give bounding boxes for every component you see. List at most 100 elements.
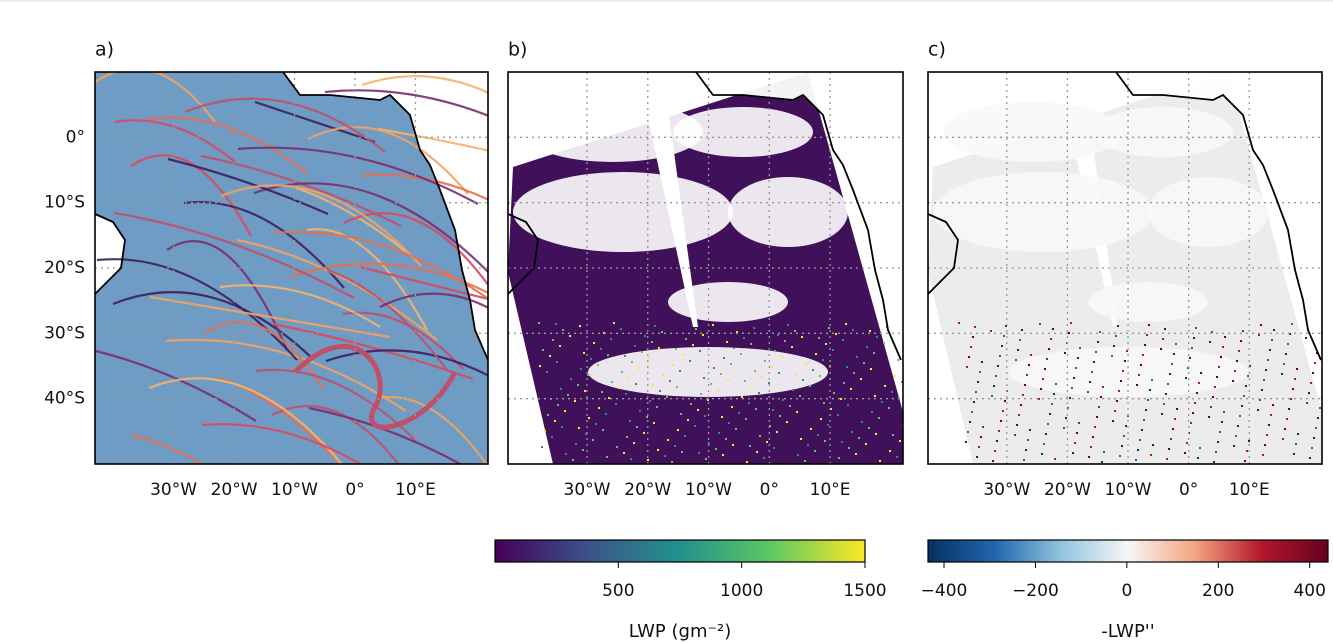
speckle bbox=[1022, 394, 1024, 396]
speckle bbox=[995, 375, 997, 377]
speckle bbox=[674, 445, 676, 447]
cloud-gap bbox=[1148, 177, 1268, 247]
speckle bbox=[766, 441, 768, 443]
speckle bbox=[1160, 348, 1162, 350]
colorbar bbox=[927, 539, 1329, 563]
speckle bbox=[1270, 414, 1272, 416]
speckle bbox=[794, 330, 796, 332]
speckle bbox=[1163, 403, 1165, 405]
speckle bbox=[833, 392, 835, 394]
speckle bbox=[1224, 336, 1226, 338]
speckle bbox=[624, 355, 626, 357]
speckle bbox=[792, 389, 794, 391]
speckle bbox=[832, 349, 834, 351]
speckle bbox=[756, 451, 758, 453]
map-panel bbox=[95, 72, 488, 464]
trajectory bbox=[325, 349, 488, 377]
speckle bbox=[771, 366, 773, 368]
speckle bbox=[975, 391, 977, 393]
speckle bbox=[620, 328, 622, 330]
speckle bbox=[965, 441, 967, 443]
y-tick-label: 0° bbox=[66, 127, 85, 147]
speckle bbox=[1197, 457, 1199, 459]
speckle bbox=[616, 446, 618, 448]
speckle bbox=[789, 405, 791, 407]
speckle bbox=[549, 355, 551, 357]
coastline bbox=[94, 213, 126, 295]
speckle bbox=[1190, 422, 1192, 424]
speckle bbox=[863, 362, 865, 364]
speckle bbox=[582, 449, 584, 451]
trajectory bbox=[201, 423, 363, 464]
speckle bbox=[1018, 414, 1020, 416]
speckle bbox=[1073, 377, 1075, 379]
speckle bbox=[1065, 417, 1067, 419]
speckle bbox=[602, 429, 604, 431]
speckle bbox=[974, 326, 976, 328]
speckle bbox=[1090, 446, 1092, 448]
colorbar-tick-label: −200 bbox=[1012, 581, 1059, 601]
speckle bbox=[838, 457, 840, 459]
speckle bbox=[1138, 374, 1140, 376]
speckle bbox=[1249, 365, 1251, 367]
x-tick-label: 30°W bbox=[564, 480, 611, 500]
speckle bbox=[623, 452, 625, 454]
speckle bbox=[1288, 408, 1290, 410]
x-tick-label: 0° bbox=[1179, 480, 1198, 500]
speckle bbox=[1235, 435, 1237, 437]
speckle bbox=[1135, 459, 1137, 461]
speckle bbox=[682, 354, 684, 356]
speckle bbox=[636, 426, 638, 428]
speckle bbox=[638, 367, 640, 369]
x-tick-label: 0° bbox=[760, 480, 779, 500]
speckle bbox=[735, 428, 737, 430]
speckle bbox=[705, 458, 707, 460]
speckle bbox=[723, 357, 725, 359]
speckle bbox=[685, 338, 687, 340]
speckle bbox=[587, 374, 589, 376]
x-tick-label: 10°E bbox=[395, 480, 436, 500]
speckle bbox=[547, 414, 549, 416]
speckle bbox=[641, 351, 643, 353]
speckle bbox=[769, 425, 771, 427]
speckle bbox=[579, 325, 581, 327]
speckle bbox=[1151, 379, 1153, 381]
trajectory bbox=[165, 338, 407, 412]
speckle bbox=[970, 346, 972, 348]
speckle bbox=[754, 370, 756, 372]
coastline bbox=[282, 71, 489, 361]
speckle bbox=[1248, 440, 1250, 442]
speckle bbox=[764, 360, 766, 362]
speckle bbox=[840, 398, 842, 400]
speckle bbox=[698, 452, 700, 454]
speckle bbox=[578, 427, 580, 429]
speckle bbox=[815, 353, 817, 355]
speckle bbox=[858, 437, 860, 439]
trajectory bbox=[114, 119, 236, 163]
speckle bbox=[539, 365, 541, 367]
speckle bbox=[892, 434, 894, 436]
speckle bbox=[559, 345, 561, 347]
speckle bbox=[1120, 380, 1122, 382]
speckle bbox=[598, 407, 600, 409]
speckle bbox=[982, 426, 984, 428]
speckle bbox=[659, 390, 661, 392]
speckle bbox=[1139, 439, 1141, 441]
speckle bbox=[702, 334, 704, 336]
speckle bbox=[1095, 351, 1097, 353]
speckle bbox=[546, 371, 548, 373]
colorbar-label: -LWP'' bbox=[1101, 621, 1154, 642]
speckle bbox=[560, 388, 562, 390]
cloud-gap bbox=[728, 177, 848, 247]
speckle bbox=[721, 416, 723, 418]
speckle bbox=[990, 330, 992, 332]
y-tick-label: 10°S bbox=[44, 193, 85, 213]
speckle bbox=[1313, 437, 1315, 439]
speckle bbox=[776, 431, 778, 433]
speckle bbox=[625, 393, 627, 395]
speckle bbox=[1315, 427, 1317, 429]
speckle bbox=[1072, 452, 1074, 454]
speckle bbox=[1209, 341, 1211, 343]
speckle bbox=[1149, 389, 1151, 391]
speckle bbox=[565, 453, 567, 455]
